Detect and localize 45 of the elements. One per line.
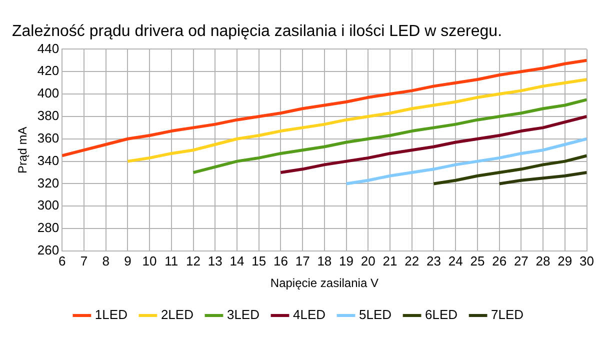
x-tick-label: 30: [580, 253, 594, 268]
x-tick-label: 8: [102, 253, 110, 268]
y-tick-label: 300: [37, 198, 60, 213]
x-tick-label: 25: [470, 253, 485, 268]
legend-label: 4LED: [292, 307, 326, 322]
x-tick-label: 29: [558, 253, 572, 268]
legend-label: 6LED: [425, 307, 458, 322]
x-tick-label: 14: [230, 253, 244, 268]
x-tick-label: 9: [124, 253, 132, 268]
x-tick-label: 19: [339, 253, 354, 268]
x-tick-label: 20: [360, 253, 376, 268]
y-tick-label: 420: [37, 63, 60, 78]
y-tick-label: 260: [37, 242, 60, 258]
legend-label: 2LED: [160, 307, 194, 322]
x-tick-label: 15: [252, 253, 266, 268]
x-tick-label: 23: [426, 253, 441, 268]
x-tick-label: 7: [80, 253, 88, 268]
y-tick-label: 360: [37, 130, 60, 146]
y-tick-label: 280: [37, 220, 60, 236]
y-axis-title: Prąd mA: [16, 126, 30, 174]
legend-label: 3LED: [226, 307, 260, 322]
x-tick-label: 16: [273, 253, 288, 268]
x-tick-label: 22: [404, 253, 420, 268]
y-tick-label: 380: [37, 108, 60, 124]
x-axis-title: Napięcie zasilania V: [270, 276, 378, 290]
y-tick-label: 340: [37, 152, 60, 168]
x-tick-label: 27: [514, 253, 528, 268]
legend-label: 5LED: [359, 307, 392, 322]
x-tick-label: 24: [448, 253, 463, 268]
x-tick-label: 18: [317, 253, 332, 268]
x-tick-label: 17: [295, 253, 310, 268]
y-tick-label: 440: [37, 40, 60, 56]
y-tick-label: 320: [37, 175, 60, 190]
chart-title: Zależność prądu drivera od napięcia zasilania i ilości LED w szeregu.: [12, 23, 502, 40]
x-tick-label: 13: [208, 253, 222, 268]
x-tick-label: 11: [164, 253, 178, 268]
x-tick-label: 28: [536, 253, 550, 268]
legend-label: 1LED: [94, 307, 128, 322]
y-tick-label: 400: [37, 86, 60, 101]
x-tick-label: 10: [142, 253, 157, 268]
legend-label: 7LED: [491, 307, 524, 322]
x-tick-label: 12: [186, 253, 200, 268]
x-tick-label: 21: [382, 253, 398, 268]
x-tick-label: 6: [58, 253, 66, 268]
x-tick-label: 26: [492, 253, 507, 268]
